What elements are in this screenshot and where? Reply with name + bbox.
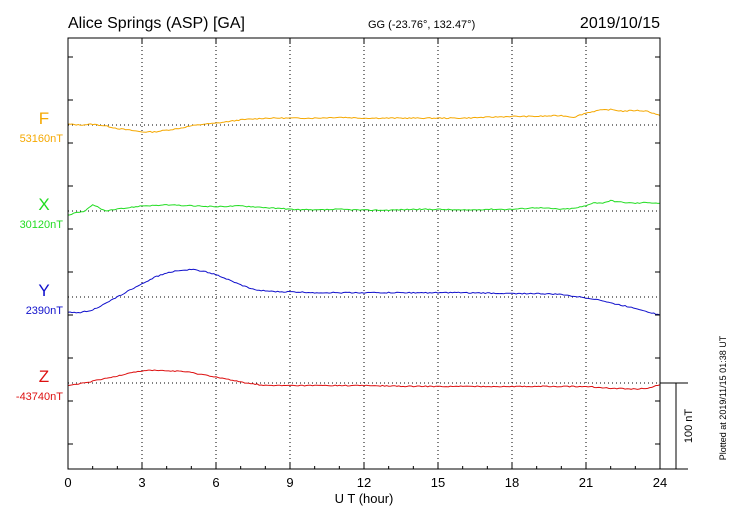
x-tick-label-0: 0 [64, 475, 71, 490]
x-tick-label-12: 12 [357, 475, 371, 490]
x-tick-label-15: 15 [431, 475, 445, 490]
plotted-timestamp: Plotted at 2019/11/15 01:38 UT [718, 335, 728, 460]
x-tick-label-24: 24 [653, 475, 667, 490]
series-line-Y [67, 268, 661, 316]
scale-bar-label: 100 nT [683, 409, 695, 444]
station-title: Alice Springs (ASP) [GA] [68, 15, 245, 32]
series-name-Y: Y [38, 281, 49, 300]
series-labels: F 53160nT X 30120nT Y 2390nT Z -43740nT [16, 109, 63, 403]
series-line-Z [67, 369, 661, 390]
x-tick-label-21: 21 [579, 475, 593, 490]
series-line-F [67, 108, 661, 133]
scale-bar: 100 nT [660, 382, 695, 470]
x-tick-label-9: 9 [286, 475, 293, 490]
grid-lines [68, 38, 660, 469]
series-name-F: F [39, 109, 49, 128]
series-lines [67, 108, 661, 390]
coordinates-label: GG (-23.76°, 132.47°) [368, 19, 475, 31]
x-tick-label-18: 18 [505, 475, 519, 490]
series-name-X: X [38, 195, 49, 214]
x-tick-label-3: 3 [138, 475, 145, 490]
series-baseline-Z: -43740nT [16, 391, 63, 403]
x-axis-label: U T (hour) [335, 491, 394, 506]
series-name-Z: Z [39, 367, 49, 386]
series-baseline-F: 53160nT [20, 133, 64, 145]
series-baseline-Y: 2390nT [26, 305, 64, 317]
series-line-X [67, 199, 661, 216]
axis-ticks: 0 3 6 9 12 15 18 21 24 [64, 38, 667, 490]
date-label: 2019/10/15 [580, 15, 660, 32]
x-tick-label-6: 6 [212, 475, 219, 490]
series-baseline-X: 30120nT [20, 219, 64, 231]
